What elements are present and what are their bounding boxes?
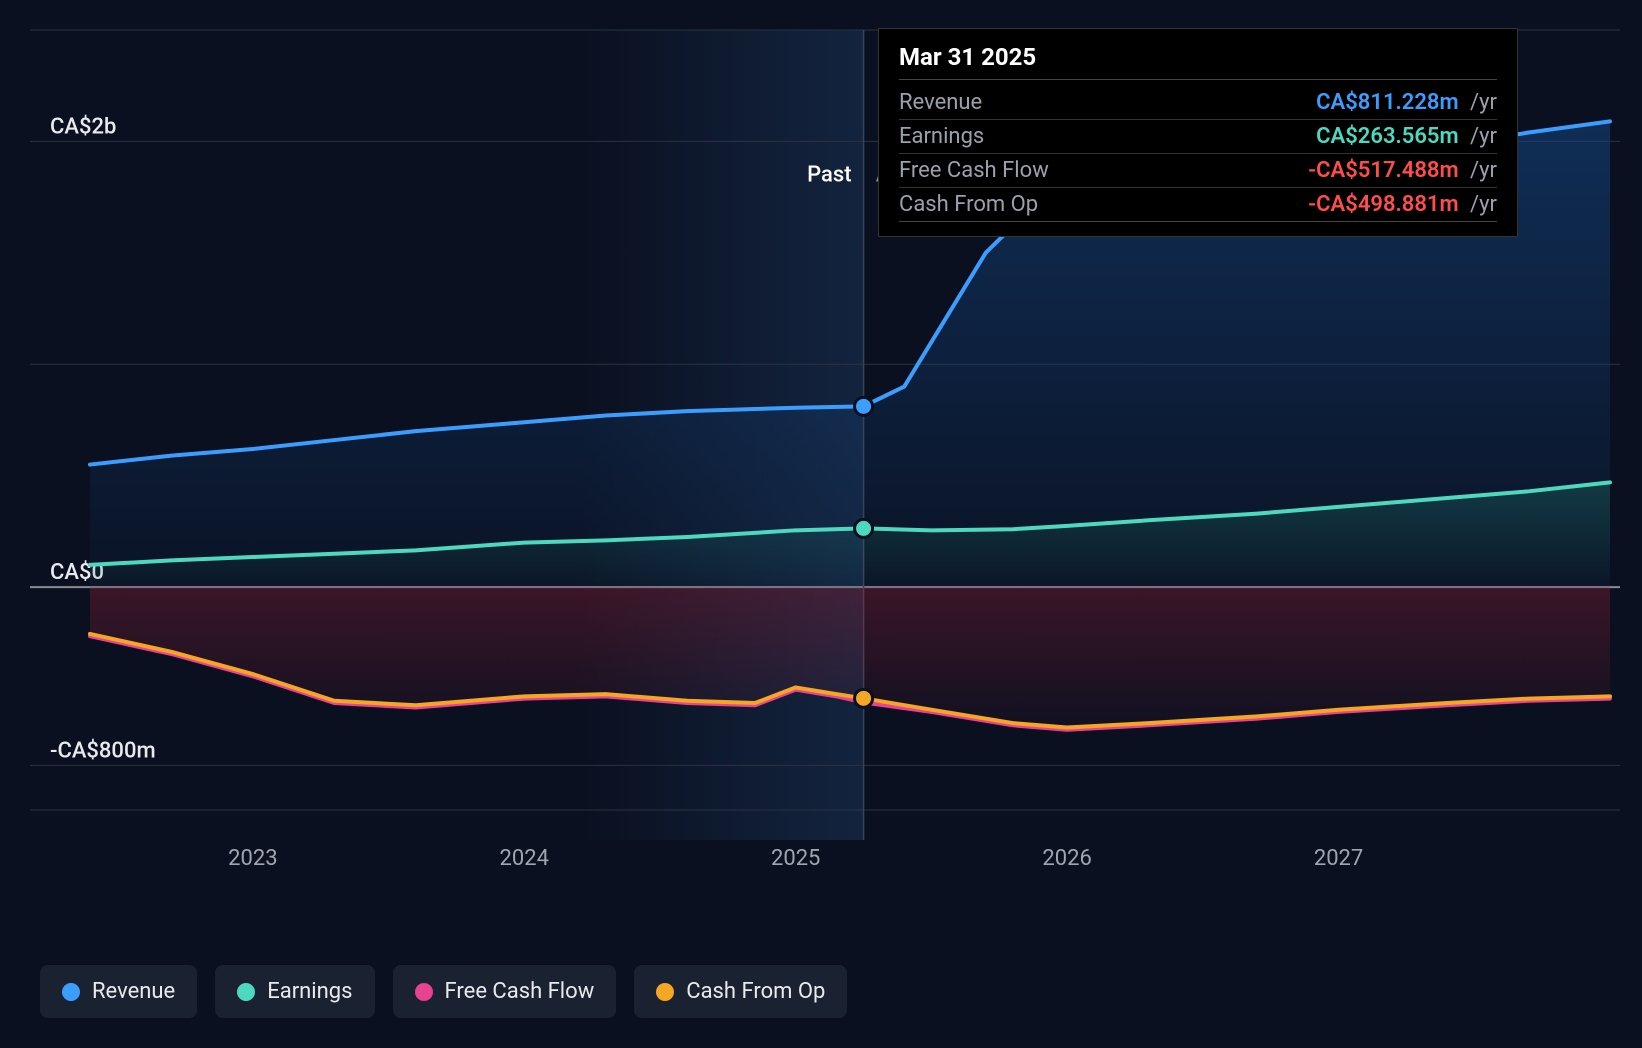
tooltip-row-label: Cash From Op — [899, 192, 1038, 217]
marker-cfo[interactable] — [855, 689, 873, 707]
tooltip-row-value: -CA$498.881m /yr — [1308, 192, 1497, 217]
x-axis-label: 2024 — [500, 846, 549, 871]
legend-item-earnings[interactable]: Earnings — [215, 965, 374, 1018]
marker-earnings[interactable] — [855, 519, 873, 537]
hover-tooltip: Mar 31 2025 Revenue CA$811.228m /yr Earnin… — [878, 28, 1518, 237]
legend-dot-icon — [62, 983, 80, 1001]
marker-revenue[interactable] — [855, 397, 873, 415]
tooltip-date: Mar 31 2025 — [899, 43, 1497, 80]
tooltip-row: Free Cash Flow -CA$517.488m /yr — [899, 154, 1497, 188]
y-axis-label: -CA$800m — [50, 738, 156, 763]
legend: Revenue Earnings Free Cash Flow Cash From O… — [40, 965, 847, 1018]
legend-item-revenue[interactable]: Revenue — [40, 965, 197, 1018]
legend-label: Revenue — [92, 979, 175, 1004]
tooltip-row-label: Earnings — [899, 124, 984, 149]
legend-label: Cash From Op — [686, 979, 825, 1004]
tooltip-row: Revenue CA$811.228m /yr — [899, 86, 1497, 120]
legend-item-free-cash-flow[interactable]: Free Cash Flow — [393, 965, 617, 1018]
legend-label: Earnings — [267, 979, 352, 1004]
legend-dot-icon — [237, 983, 255, 1001]
past-label: Past — [807, 162, 851, 187]
legend-label: Free Cash Flow — [445, 979, 595, 1004]
legend-item-cash-from-op[interactable]: Cash From Op — [634, 965, 847, 1018]
legend-dot-icon — [415, 983, 433, 1001]
tooltip-rows: Revenue CA$811.228m /yr Earnings CA$263.565… — [899, 86, 1497, 222]
tooltip-row-value: CA$811.228m /yr — [1316, 90, 1497, 115]
x-axis-label: 2025 — [771, 846, 820, 871]
tooltip-row-value: -CA$517.488m /yr — [1308, 158, 1497, 183]
tooltip-row: Cash From Op -CA$498.881m /yr — [899, 188, 1497, 222]
y-axis-label: CA$2b — [50, 114, 116, 139]
tooltip-row: Earnings CA$263.565m /yr — [899, 120, 1497, 154]
legend-dot-icon — [656, 983, 674, 1001]
tooltip-row-label: Free Cash Flow — [899, 158, 1049, 183]
x-axis-label: 2027 — [1314, 846, 1363, 871]
tooltip-row-label: Revenue — [899, 90, 982, 115]
tooltip-row-value: CA$263.565m /yr — [1316, 124, 1497, 149]
x-axis-label: 2023 — [228, 846, 277, 871]
x-axis-label: 2026 — [1042, 846, 1091, 871]
